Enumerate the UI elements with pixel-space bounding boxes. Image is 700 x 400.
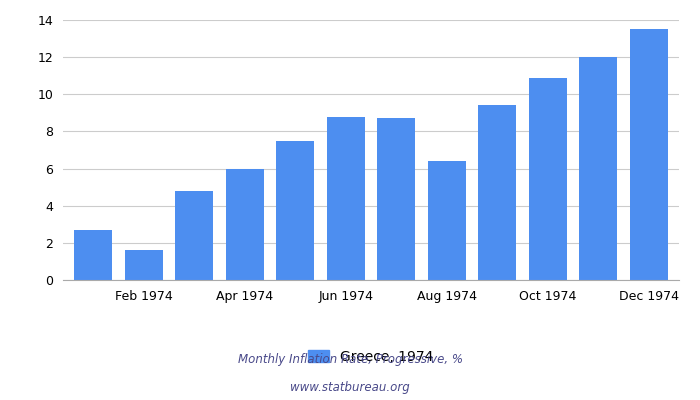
Text: Monthly Inflation Rate, Progressive, %: Monthly Inflation Rate, Progressive, % — [237, 354, 463, 366]
Bar — [175, 191, 214, 280]
Bar — [327, 116, 365, 280]
Bar — [276, 141, 314, 280]
Bar — [377, 118, 415, 280]
Bar — [428, 161, 466, 280]
Legend: Greece, 1974: Greece, 1974 — [303, 344, 439, 369]
Text: www.statbureau.org: www.statbureau.org — [290, 382, 410, 394]
Bar — [125, 250, 162, 280]
Bar — [74, 230, 112, 280]
Bar — [226, 168, 264, 280]
Bar — [630, 29, 668, 280]
Bar — [478, 106, 516, 280]
Bar — [580, 57, 617, 280]
Bar — [528, 78, 567, 280]
